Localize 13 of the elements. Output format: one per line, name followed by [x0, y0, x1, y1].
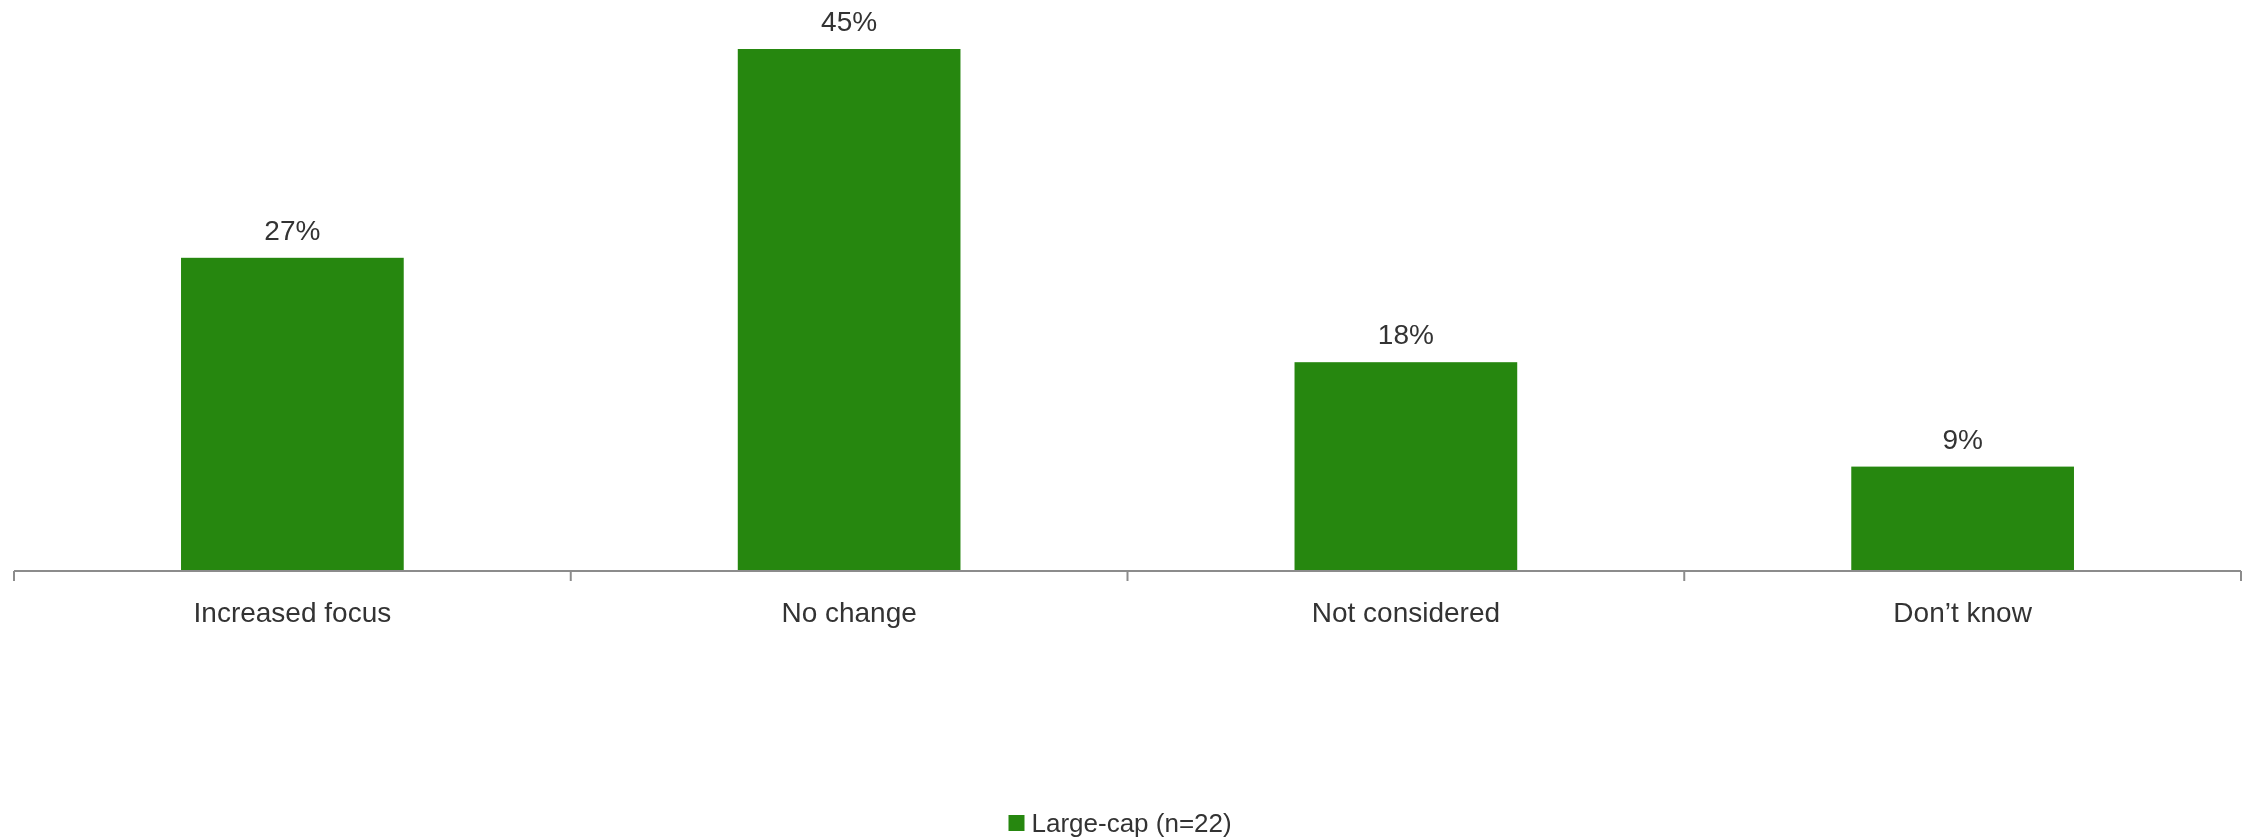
x-tick-label: Not considered — [1311, 597, 1501, 628]
bar — [1851, 466, 2074, 571]
data-label: 45% — [821, 6, 878, 37]
data-label: 27% — [264, 214, 321, 246]
x-tick-label: Increased focus — [193, 597, 392, 628]
data-label: 18% — [1377, 319, 1434, 351]
bar — [737, 49, 961, 571]
data-label: 9% — [1942, 423, 1983, 455]
bar — [181, 257, 404, 571]
bar — [1294, 362, 1518, 571]
legend-label: Large-cap (n=22) — [1031, 808, 1232, 838]
x-tick-label: No change — [781, 597, 917, 628]
x-tick-label: Don’t know — [1893, 597, 2033, 628]
